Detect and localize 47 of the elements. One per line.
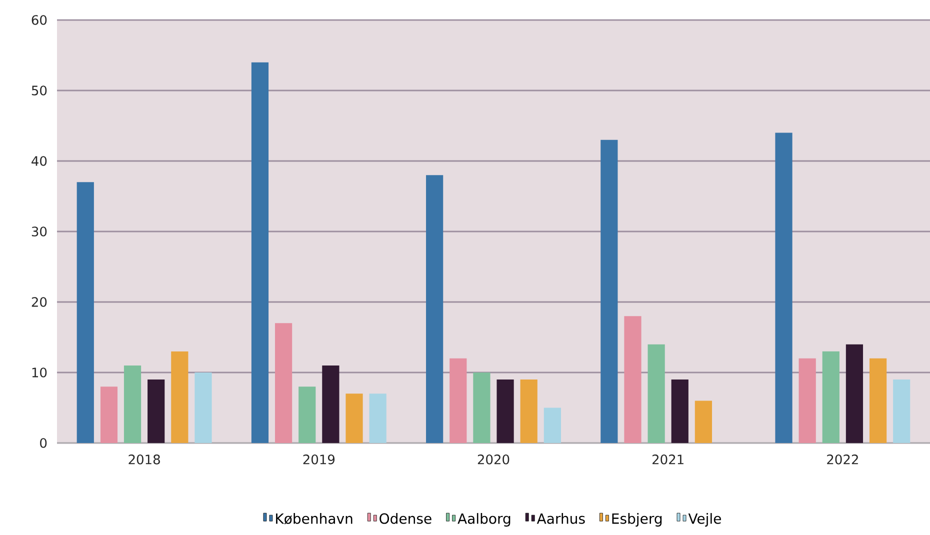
- bar: [369, 394, 386, 443]
- bar: [274, 323, 292, 443]
- bar: [322, 365, 340, 443]
- x-tick-label: 2019: [303, 454, 335, 464]
- bar: [869, 358, 887, 443]
- bar: [251, 62, 269, 443]
- bar: [520, 380, 538, 443]
- y-tick-label: 10: [32, 368, 47, 378]
- y-tick-label: 40: [32, 156, 47, 166]
- x-tick-label: 2022: [827, 454, 858, 464]
- bar: [171, 351, 188, 443]
- y-tick-label: 60: [32, 15, 47, 25]
- bar: [426, 175, 444, 443]
- x-tick-label: 2021: [652, 454, 684, 464]
- bar: [775, 132, 792, 443]
- x-tick-label: 2018: [128, 454, 160, 464]
- x-tick-label: 2020: [478, 454, 510, 464]
- legend-label: Aalborg: [458, 513, 510, 527]
- bar: [148, 380, 165, 443]
- bar: [624, 316, 642, 443]
- legend-label: Vejle: [688, 513, 721, 527]
- bar: [798, 358, 816, 443]
- y-tick-label: 30: [32, 226, 47, 236]
- y-tick-label: 20: [32, 297, 47, 307]
- legend-label: Aarhus: [536, 513, 585, 524]
- legend-label: Esbjerg: [612, 513, 662, 527]
- bar: [846, 344, 864, 443]
- bar: [298, 386, 316, 443]
- legend-label: Odense: [380, 513, 432, 524]
- bar: [893, 380, 910, 443]
- bar: [100, 386, 118, 443]
- y-tick-label: 50: [32, 86, 47, 96]
- bar: [473, 372, 490, 443]
- y-tick-label: 0: [40, 438, 47, 448]
- bar: [450, 358, 467, 443]
- bar: [346, 394, 363, 443]
- bar: [671, 380, 688, 443]
- bar: [694, 400, 712, 443]
- bar: [822, 351, 840, 443]
- bar: [544, 408, 561, 443]
- bar: [496, 380, 514, 443]
- bar: [76, 182, 94, 443]
- bar: [194, 372, 212, 443]
- legend-label: København: [276, 513, 352, 524]
- bar: [648, 344, 665, 443]
- bar: [600, 140, 618, 443]
- bar: [124, 365, 142, 443]
